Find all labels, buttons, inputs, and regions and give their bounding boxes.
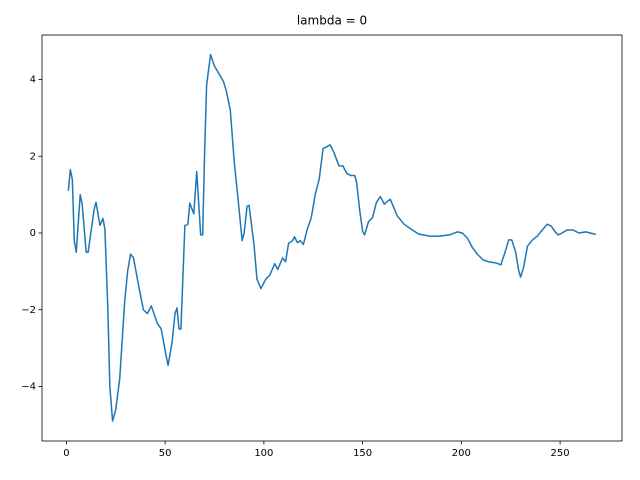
y-tick-label: 0	[30, 228, 36, 239]
x-tick-label: 100	[254, 448, 273, 459]
chart-title: lambda = 0	[297, 14, 367, 28]
x-tick-label: 150	[353, 448, 372, 459]
y-tick-label: −2	[21, 305, 36, 316]
y-tick-label: 2	[30, 151, 36, 162]
x-tick-label: 200	[452, 448, 471, 459]
data-line	[67, 53, 596, 422]
x-tick-label: 50	[159, 448, 172, 459]
y-tick-label: −4	[21, 382, 36, 393]
x-tick-label: 250	[551, 448, 570, 459]
plot-frame	[41, 34, 623, 442]
x-tick-label: 0	[63, 448, 69, 459]
y-tick-label: 4	[30, 75, 36, 86]
